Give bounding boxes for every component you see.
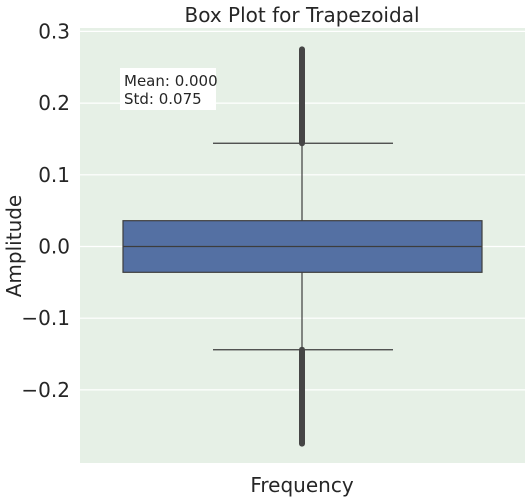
stats-annotation: Mean: 0.000 Std: 0.075 <box>120 68 218 110</box>
x-axis-label: Frequency <box>250 473 353 497</box>
stats-annotation-background <box>120 68 216 110</box>
y-tick-label: 0.1 <box>38 163 70 187</box>
chart-title: Box Plot for Trapezoidal <box>185 3 420 27</box>
y-axis-label: Amplitude <box>2 195 26 298</box>
y-axis-ticks: 0.3 0.2 0.1 0.0 −0.1 −0.2 <box>21 19 70 402</box>
y-tick-label: −0.1 <box>21 306 70 330</box>
y-tick-label: 0.3 <box>38 19 70 43</box>
box-group <box>122 46 483 447</box>
std-label: Std: 0.075 <box>124 90 202 108</box>
y-tick-label: 0.2 <box>38 91 70 115</box>
y-tick-label: 0.0 <box>38 235 70 259</box>
y-tick-label: −0.2 <box>21 378 70 402</box>
mean-label: Mean: 0.000 <box>124 72 218 90</box>
